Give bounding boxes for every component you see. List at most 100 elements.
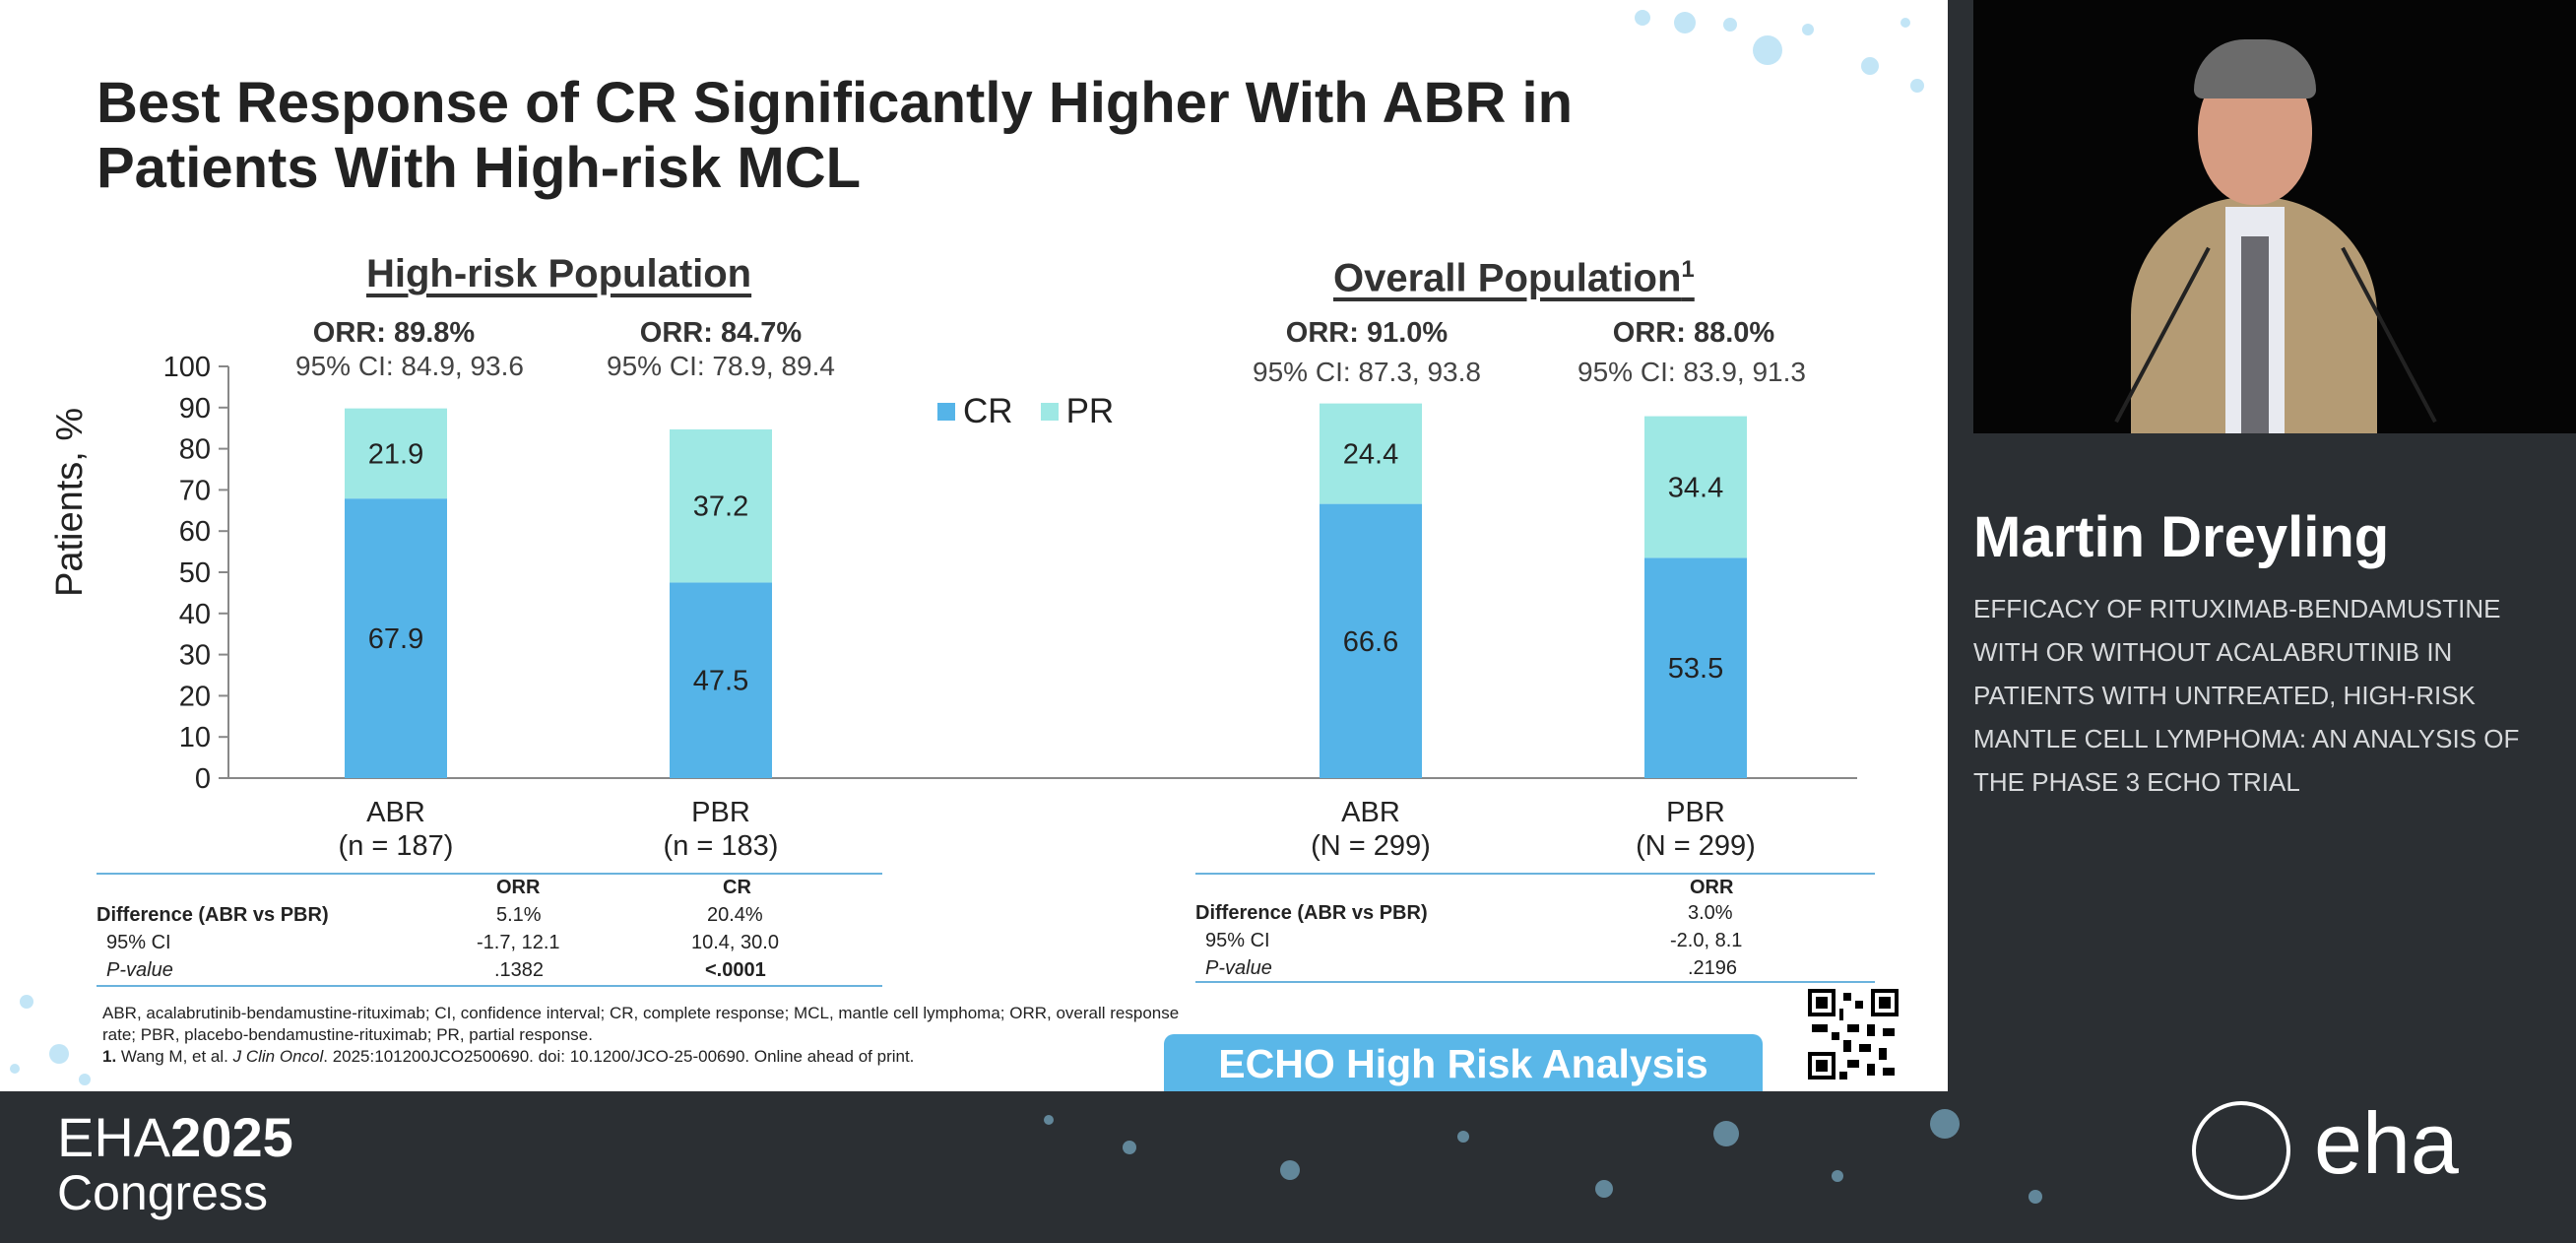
decor-dot (1457, 1131, 1469, 1143)
table-row-label: 95% CI (1205, 930, 1270, 951)
decor-dot (1044, 1115, 1054, 1125)
decor-dot (20, 995, 33, 1009)
y-tick-label: 40 (179, 599, 211, 630)
legend-swatch-pr (1040, 403, 1059, 421)
bar-pr (1644, 416, 1747, 558)
bar-cr (1644, 557, 1747, 778)
table-row-label: Difference (ABR vs PBR) (97, 904, 329, 926)
footnote-marker: 1 (1681, 256, 1695, 283)
bar-pr (670, 428, 772, 583)
legend-label-pr: PR (1065, 392, 1115, 430)
data-label-pr: 37.2 (693, 491, 748, 523)
reference-authors: Wang M, et al. (116, 1047, 233, 1066)
category-label: PBR (n = 183) (612, 796, 829, 863)
y-tick-label: 100 (163, 352, 211, 383)
reference-journal: J Clin Oncol (232, 1047, 324, 1066)
reference-number: 1. (102, 1047, 117, 1066)
table-col-header: CR (723, 877, 751, 898)
category-n: (n = 187) (338, 830, 454, 862)
panel-heading-high-risk: High-risk Population (366, 252, 752, 295)
stacked-bar-chart: 0 10 20 30 40 50 60 70 80 90 100 67.9 21.9 47.5 37.2 66… (163, 352, 1857, 795)
table-rule (1195, 873, 1875, 875)
table-cell: -1.7, 12.1 (477, 932, 560, 953)
table-cell: .1382 (494, 959, 545, 981)
ci-label: 95% CI: 87.3, 93.8 (1253, 357, 1481, 387)
table-col-header: ORR (496, 877, 541, 898)
y-tick-label: 70 (179, 475, 211, 506)
table-row-label: P-value (106, 959, 173, 981)
eha-prefix: EHA (57, 1106, 171, 1168)
eha-logo-text: eha (2314, 1094, 2459, 1192)
congress-footer (0, 1091, 2576, 1243)
legend-label-cr: CR (963, 392, 1013, 430)
footnote: ABR, acalabrutinib-bendamustine-rituxima… (102, 1003, 1186, 1068)
bar-cr (1320, 503, 1422, 778)
talk-title: EFFICACY OF RITUXIMAB-BENDAMUSTINE WITH … (1973, 594, 2520, 797)
table-row-label: Difference (ABR vs PBR) (1195, 902, 1428, 924)
y-tick-label: 20 (179, 681, 211, 712)
decor-dot (1595, 1180, 1613, 1198)
ci-label: 95% CI: 84.9, 93.6 (295, 351, 524, 381)
table-cell: 20.4% (707, 904, 763, 926)
orr-label: ORR: 89.8% (312, 317, 476, 349)
table-cell: -2.0, 8.1 (1670, 930, 1743, 951)
decor-dot (1930, 1109, 1960, 1139)
left-stats-table: ORR CR Difference (ABR vs PBR) 5.1% 20.4… (97, 877, 884, 987)
legend-swatch-cr (937, 403, 955, 421)
y-tick-label: 90 (179, 393, 211, 425)
decor-dot (1832, 1170, 1843, 1182)
decor-dot (2029, 1190, 2042, 1204)
presentation-slide: Best Response of CR Significantly Higher… (0, 0, 1948, 1091)
orr-label: ORR: 91.0% (1285, 317, 1449, 349)
eha-year: 2025 (170, 1106, 293, 1168)
y-tick-label: 80 (179, 434, 211, 466)
decor-dot (1802, 24, 1814, 35)
y-tick-label: 50 (179, 557, 211, 589)
speaker-video (1973, 0, 2576, 433)
decor-dot (1910, 79, 1924, 93)
y-tick-label: 30 (179, 640, 211, 672)
data-label-cr: 66.6 (1343, 626, 1398, 658)
reference-footnote: 1. Wang M, et al. J Clin Oncol. 2025:101… (102, 1046, 1186, 1068)
bar-cr (670, 582, 772, 778)
decor-dot (10, 1064, 20, 1074)
table-cell: 10.4, 30.0 (691, 932, 779, 953)
category-label: ABR (n = 187) (288, 796, 504, 863)
data-label-pr: 21.9 (368, 438, 423, 470)
ci-label: 95% CI: 83.9, 91.3 (1578, 357, 1806, 387)
table-cell: <.0001 (705, 959, 766, 981)
decor-dot (1635, 10, 1650, 26)
legend-item-cr: CR (937, 392, 1013, 431)
category-name: ABR (366, 797, 425, 828)
qr-code-icon (1808, 989, 1899, 1079)
table-rule (97, 873, 882, 875)
category-name: ABR (1341, 797, 1400, 828)
bar-cr (345, 498, 447, 778)
table-row-label: 95% CI (106, 932, 171, 953)
table-col-header: ORR (1690, 877, 1734, 898)
decor-dot (49, 1044, 69, 1064)
decor-dot (1713, 1121, 1739, 1146)
table-rule (1195, 981, 1875, 983)
bar-pr (345, 408, 447, 499)
category-n: (N = 299) (1636, 830, 1756, 862)
study-banner: ECHO High Risk Analysis (1164, 1034, 1763, 1091)
table-row-label: P-value (1205, 957, 1272, 979)
reference-details: . 2025:101200JCO2500690. doi: 10.1200/JC… (323, 1047, 915, 1066)
y-axis-title: Patients, % (49, 407, 91, 597)
decor-dot (79, 1074, 91, 1085)
decor-dot (1753, 35, 1782, 65)
orr-label: ORR: 84.7% (639, 317, 803, 349)
data-label-pr: 34.4 (1668, 472, 1723, 503)
table-cell: .2196 (1688, 957, 1738, 979)
presenter-name: Martin Dreyling (1973, 505, 2390, 569)
speaker-hair (2194, 39, 2316, 98)
y-tick-label: 0 (195, 763, 211, 795)
right-stats-table: ORR Difference (ABR vs PBR) 3.0% 95% CI … (1195, 877, 1885, 983)
slide-title: Best Response of CR Significantly Higher… (97, 71, 1573, 200)
category-n: (N = 299) (1311, 830, 1431, 862)
bar-pr (1320, 403, 1422, 504)
panel-heading-overall: Overall Population1 (1333, 256, 1695, 300)
data-label-cr: 53.5 (1668, 653, 1723, 685)
category-name: PBR (691, 797, 750, 828)
